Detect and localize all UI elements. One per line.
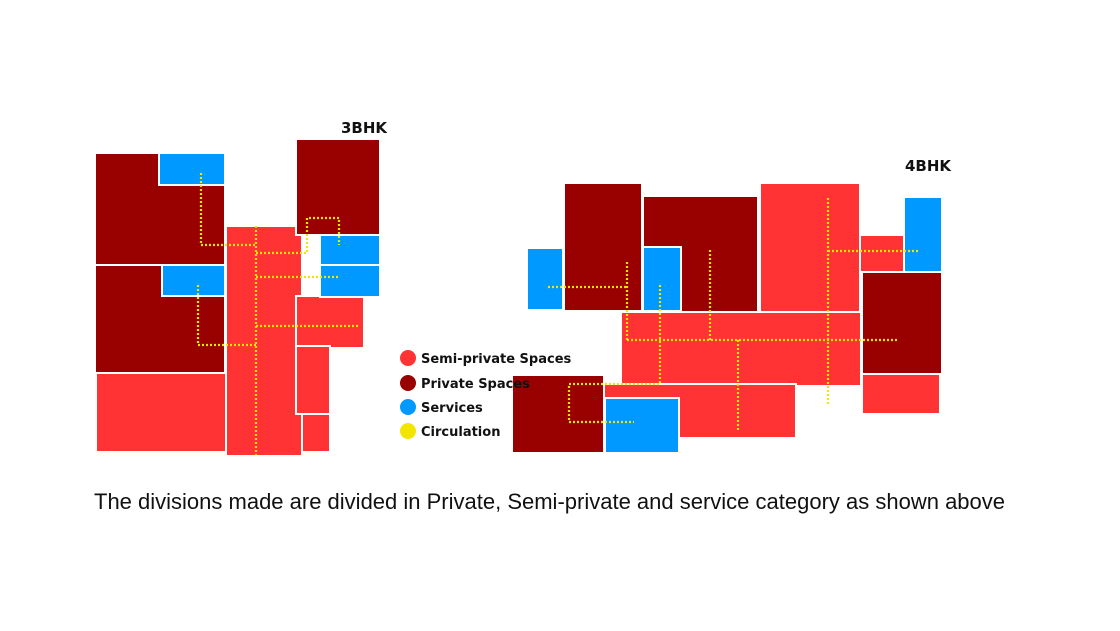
legend-label: Semi-private Spaces [421,352,572,367]
caption-text: The divisions made are divided in Privat… [94,489,1006,514]
service-space [604,397,680,454]
service-space [642,246,682,312]
legend-swatch [400,350,416,366]
semi-private-space [295,295,365,349]
legend-item-circulation: Circulation [400,423,500,440]
circulation-path [567,285,662,424]
circulation-lines-4bhk [548,198,920,430]
semi-private-space [295,345,331,415]
legend-item-semi-private: Semi-private Spaces [400,350,572,367]
legend-item-services: Services [400,399,483,416]
service-space [319,264,381,298]
service-space [158,152,226,186]
private-zones-3bhk [94,138,381,374]
service-space [903,196,943,273]
service-zones-3bhk [158,152,381,298]
legend-label: Circulation [421,425,500,440]
circulation-path [256,216,341,255]
legend: Semi-private Spaces Private Spaces Servi… [400,350,572,440]
private-space [511,374,605,454]
semi-private-space [225,225,303,457]
plan-4bhk: 4BHK [511,157,952,454]
legend-item-private: Private Spaces [400,375,530,392]
plan-title-4bhk: 4BHK [905,157,952,175]
service-space [526,247,564,311]
service-space [319,234,381,266]
semi-private-space [620,311,862,387]
legend-label: Private Spaces [421,377,530,392]
private-zones-4bhk [511,182,943,454]
legend-swatch [400,423,416,439]
service-zones-4bhk [526,196,943,454]
semi-private-space [859,234,905,274]
legend-swatch [400,375,416,391]
plan-title-3bhk: 3BHK [341,119,388,137]
circulation-lines-3bhk [196,173,358,455]
circulation-path [196,285,256,347]
plan-3bhk: 3BHK [94,119,388,457]
circulation-path [199,173,256,247]
legend-swatch [400,399,416,415]
service-space [161,264,226,297]
private-space [563,182,643,312]
private-space [861,271,943,375]
legend-label: Services [421,401,483,416]
semi-private-space [861,371,941,415]
